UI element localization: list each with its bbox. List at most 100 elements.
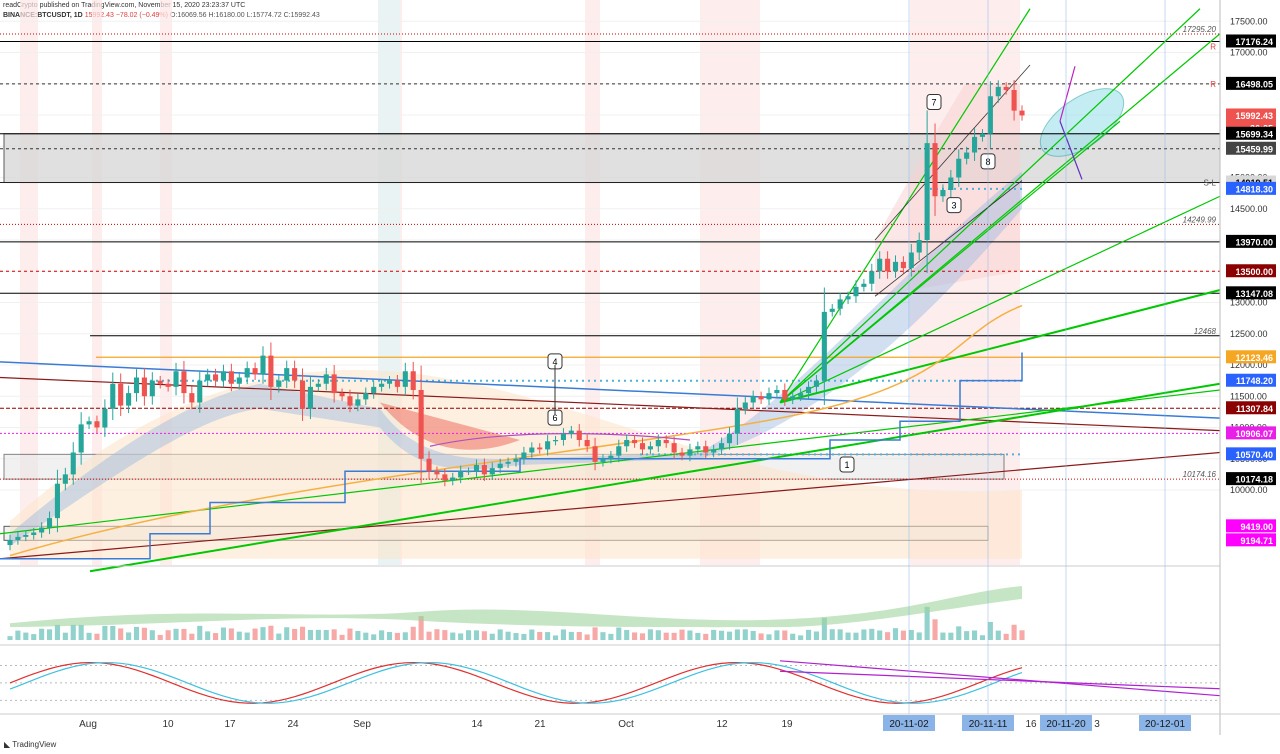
price-label-box — [1226, 264, 1276, 278]
candle — [418, 390, 424, 459]
candle — [489, 468, 495, 475]
price-axis[interactable]: 10000.0010500.0011000.0011500.0012000.00… — [1219, 0, 1280, 754]
price-label: 14818.30 — [1235, 184, 1273, 194]
volume-bar — [632, 632, 638, 640]
candle — [711, 449, 717, 453]
volume-bar — [521, 633, 527, 640]
volume-bar — [331, 629, 337, 640]
tradingview-logo-icon: ◣ — [4, 740, 13, 749]
candle — [560, 433, 566, 440]
candle — [236, 377, 242, 384]
date-highlight-box — [1139, 715, 1191, 731]
trendline — [779, 120, 1121, 403]
date-tick: 10 — [162, 719, 174, 730]
price-label-box — [1226, 286, 1276, 300]
volume-bar — [62, 632, 68, 640]
volume-bar — [964, 631, 970, 640]
volume-bar — [766, 634, 772, 640]
candle — [268, 355, 274, 387]
price-label-box — [1226, 181, 1276, 195]
candle — [853, 286, 859, 297]
candle — [845, 296, 851, 300]
candle — [774, 390, 780, 394]
candle — [916, 240, 922, 253]
candle — [632, 440, 638, 444]
candle — [149, 380, 155, 397]
price-label: 17176.24 — [1235, 37, 1273, 47]
volume-bar — [900, 630, 906, 640]
volume-bar — [94, 633, 100, 640]
volume-bar — [481, 631, 487, 640]
callout-box — [946, 197, 962, 214]
price-label: 13147.08 — [1235, 289, 1273, 299]
candle — [7, 540, 13, 545]
candle — [220, 371, 227, 381]
candle — [940, 190, 946, 197]
osc-line-red — [9, 661, 1023, 704]
volume-bar — [165, 630, 171, 640]
price-label-box — [1226, 141, 1276, 155]
volume-bar — [46, 629, 53, 640]
candle — [284, 368, 290, 381]
volume-bar — [1003, 633, 1009, 640]
volume-bar — [489, 633, 495, 640]
candle — [481, 465, 487, 475]
candle — [719, 443, 725, 450]
volume-bar — [299, 626, 306, 640]
volume-bar — [845, 632, 851, 640]
candle — [197, 380, 203, 403]
volume-bar — [940, 632, 946, 640]
volume-bar — [450, 632, 456, 640]
volume-bar — [790, 633, 796, 640]
date-tick: Aug — [79, 719, 97, 730]
date-highlight-label: 20-11-02 — [889, 719, 929, 730]
candle — [892, 261, 899, 272]
date-tick: 19 — [781, 719, 793, 730]
price-label-box — [1226, 447, 1276, 461]
level-annotation: 10174.16 — [1183, 470, 1217, 479]
pink-channel — [875, 83, 1020, 297]
step-line — [0, 352, 1023, 560]
date-axis[interactable]: Aug 10 17 24 Sep 14 21 Oct 12 19 16 320-11-02 20-11-… — [0, 0, 1280, 731]
volume-bar — [126, 632, 132, 640]
candle — [402, 371, 408, 387]
volume-bar — [54, 624, 60, 640]
candle — [885, 258, 891, 272]
candle — [529, 447, 535, 453]
volume-bar — [197, 625, 203, 640]
volume-bar — [339, 634, 345, 640]
candle — [157, 380, 163, 384]
candle — [473, 465, 480, 472]
volume-bar — [529, 629, 535, 640]
level-marker: R — [1210, 42, 1216, 51]
candle — [758, 396, 764, 400]
volume-bar — [782, 630, 788, 640]
volume-bar — [70, 624, 76, 640]
candle — [798, 393, 804, 397]
price-label: 10906.07 — [1235, 429, 1273, 439]
candle — [173, 371, 179, 387]
volume-bar — [608, 633, 614, 640]
candle — [987, 96, 993, 134]
candle — [639, 443, 646, 450]
volume-bar — [877, 630, 883, 640]
volume-bar — [616, 627, 622, 640]
volume-bar — [647, 629, 653, 640]
volume-bar — [663, 632, 669, 640]
volume-bar — [78, 624, 84, 640]
price-label: 9194.71 — [1240, 536, 1273, 546]
volume-bar — [576, 632, 582, 640]
candle — [15, 536, 21, 540]
bg-band — [20, 0, 38, 565]
volume-bar — [956, 626, 962, 640]
osc-trendline — [779, 670, 1221, 690]
volume-bar — [268, 625, 274, 640]
candle — [244, 368, 250, 378]
level-annotation: 14249.99 — [1183, 215, 1217, 224]
volume-bar — [711, 629, 717, 640]
price-label: 11748.20 — [1236, 376, 1273, 386]
volume-bar — [473, 630, 480, 640]
price-label-box — [1226, 401, 1276, 415]
volume-bar — [853, 632, 859, 640]
